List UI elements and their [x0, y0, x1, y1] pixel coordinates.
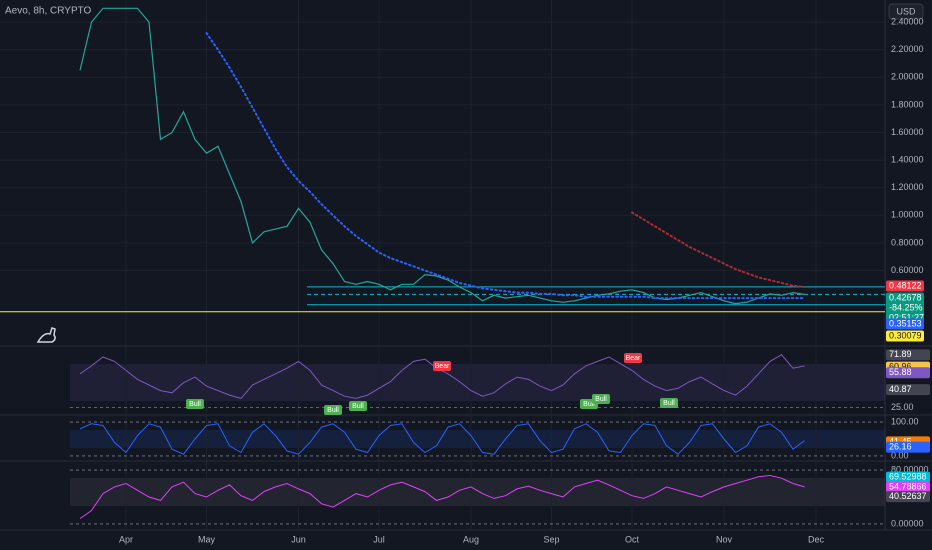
value-badge-label: 26.16	[889, 441, 912, 451]
y-tick-label: 0.80000	[891, 237, 924, 247]
price-change: -84.25%	[889, 302, 923, 312]
price-badge-label: 0.35153	[889, 318, 922, 328]
signal-label: Bull	[189, 401, 201, 408]
x-tick-label: Oct	[625, 534, 640, 544]
y-tick-label: 2.20000	[891, 44, 924, 54]
value-badge-label: 40.87	[889, 384, 912, 394]
logo-icon	[36, 327, 56, 343]
y-tick-label: 0.00	[891, 450, 909, 460]
series-line	[631, 211, 806, 288]
value-badge-label: 40.52637	[889, 491, 927, 501]
value-badge	[886, 441, 930, 453]
series-line	[79, 423, 805, 455]
y-tick-label: 2.00000	[891, 72, 924, 82]
signal-label: Bear	[435, 363, 450, 370]
x-tick-label: Dec	[808, 534, 825, 544]
y-tick-label: 1.00000	[891, 210, 924, 220]
y-tick-label: 1.20000	[891, 182, 924, 192]
price-badge	[886, 280, 924, 292]
y-tick-label: 1.60000	[891, 127, 924, 137]
signal-label: Bull	[583, 401, 595, 408]
currency[interactable]: USD	[896, 6, 916, 16]
y-tick-label: 1.40000	[891, 154, 924, 164]
chart-title: Aevo, 8h, CRYPTO	[5, 6, 92, 17]
signal-tag	[349, 401, 367, 411]
signal-label: Bear	[626, 355, 641, 362]
price-badge-label: 0.30079	[889, 330, 922, 340]
value-badge-label: 71.89	[889, 349, 912, 359]
price-badge	[886, 292, 924, 326]
signal-label: Bull	[327, 407, 339, 414]
signal-label: Bull	[663, 400, 675, 407]
value-badge-label: 55.88	[889, 367, 912, 377]
series-line	[79, 7, 805, 305]
y-tick-label: 0.60000	[891, 265, 924, 275]
signal-tag	[324, 405, 342, 415]
rsi-band	[70, 364, 885, 401]
signal-label: Bull	[352, 403, 364, 410]
y-tick-label: 25.00	[891, 402, 914, 412]
x-tick-label: Apr	[119, 534, 133, 544]
x-tick-label: Sep	[543, 534, 559, 544]
series-line	[79, 474, 805, 520]
y-tick-label: 0.00000	[891, 518, 924, 528]
signal-tag	[624, 353, 642, 363]
value-badge-label: 54.78866	[889, 481, 927, 491]
value-badge	[886, 491, 930, 503]
x-tick-label: May	[198, 534, 216, 544]
x-tick-label: Aug	[463, 534, 479, 544]
value-badge-label: 41.45	[889, 436, 912, 446]
value-badge-label: 60.96	[889, 361, 912, 371]
signal-tag	[433, 361, 451, 371]
value-badge	[886, 384, 930, 396]
countdown: 02:51:27	[889, 312, 924, 322]
y-tick-label: 100.00	[891, 416, 919, 426]
signal-label: Bull	[595, 396, 607, 403]
value-badge-label: 69.52988	[889, 472, 927, 482]
y-tick-label: 1.80000	[891, 99, 924, 109]
x-tick-label: Nov	[716, 534, 733, 544]
price-badge-label: 0.48122	[889, 280, 922, 290]
signal-tag	[592, 394, 610, 404]
osc-band	[70, 478, 885, 506]
value-badge	[886, 349, 930, 361]
value-badge	[886, 367, 930, 379]
x-tick-label: Jul	[373, 534, 385, 544]
price-badge-label: 0.42678	[889, 292, 922, 302]
x-tick-label: Jun	[291, 534, 306, 544]
price-badge	[886, 330, 924, 342]
y-tick-label: 80.00000	[891, 464, 929, 474]
y-tick-label: 2.40000	[891, 16, 924, 26]
signal-tag	[660, 398, 678, 408]
value-badge	[886, 481, 930, 493]
price-badge	[886, 318, 924, 330]
value-badge	[886, 471, 930, 483]
signal-tag	[186, 399, 204, 409]
series-line	[205, 32, 806, 300]
currency-button[interactable]	[888, 3, 924, 20]
